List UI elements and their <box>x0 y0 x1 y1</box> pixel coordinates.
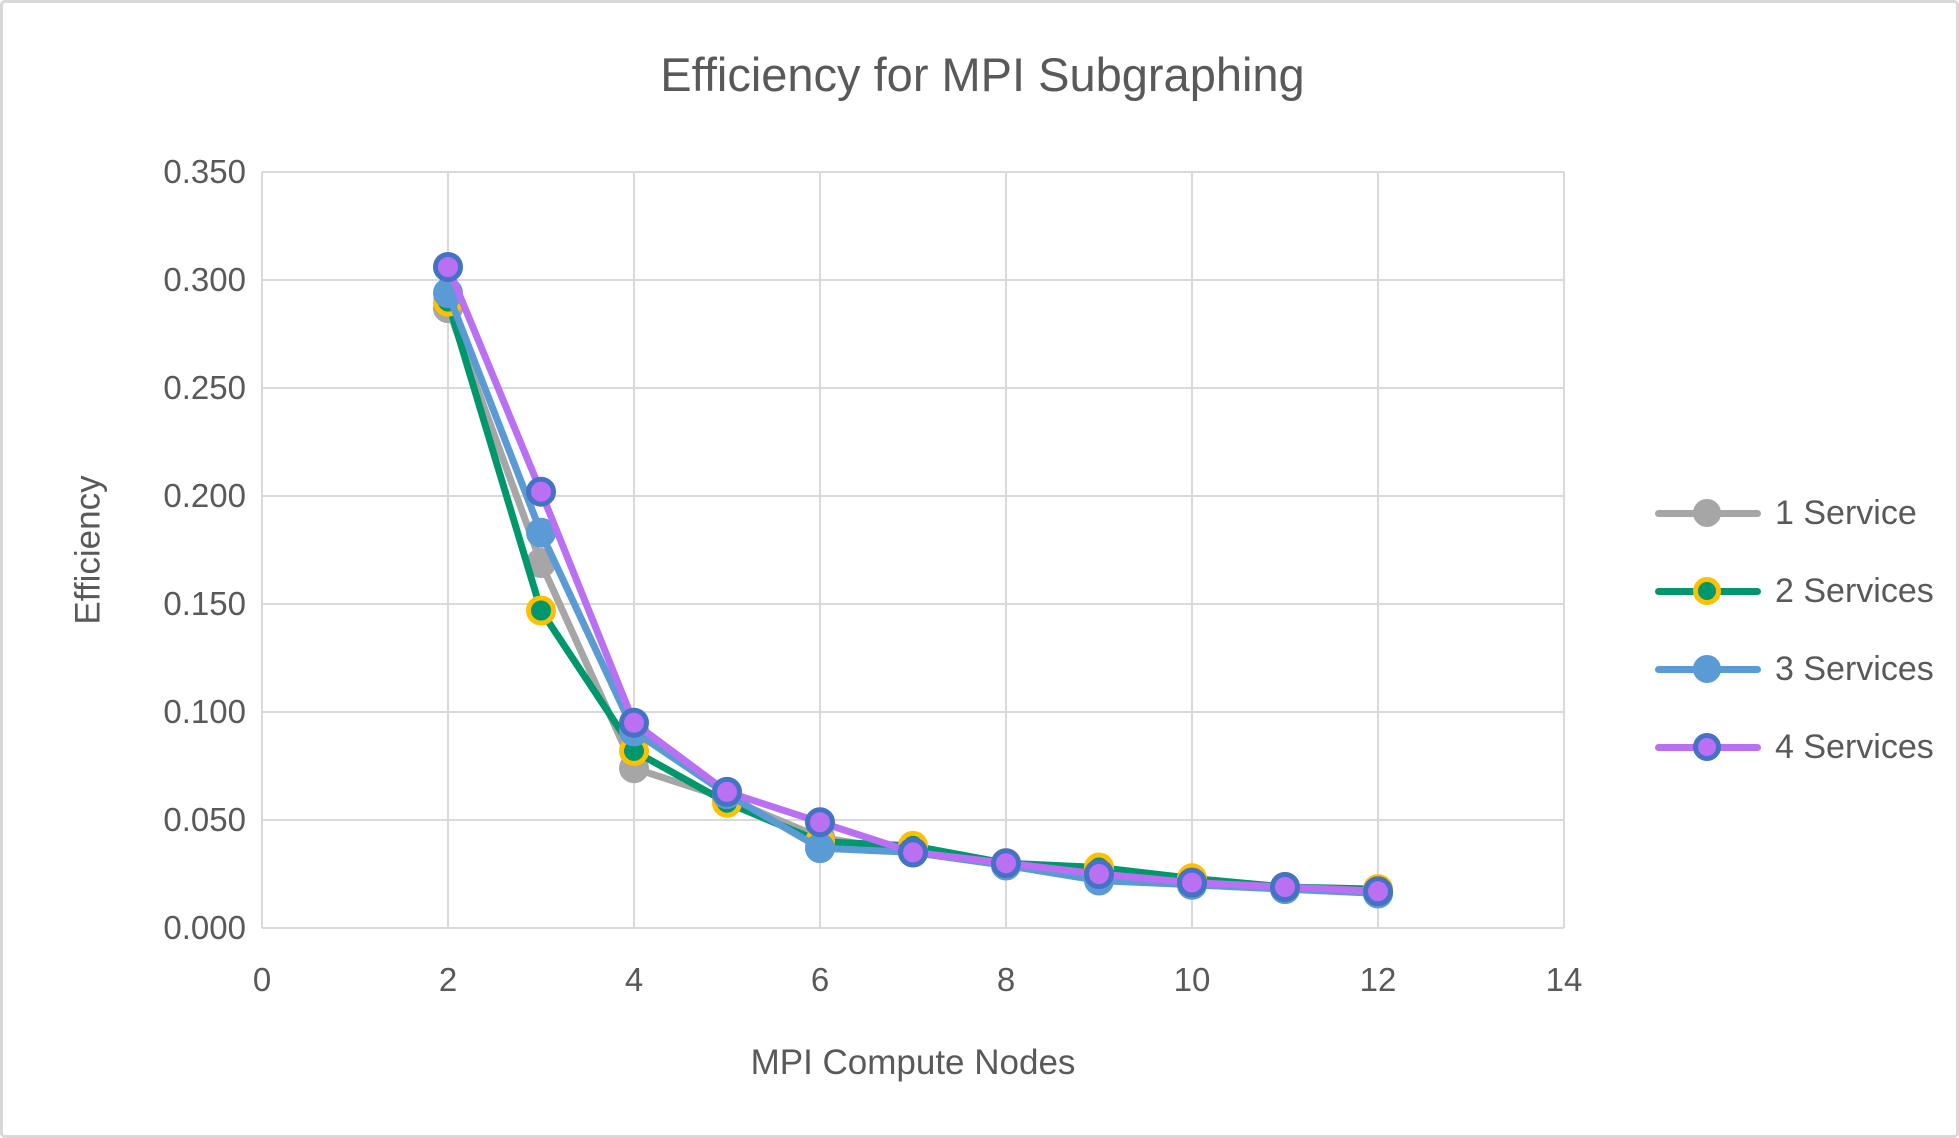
data-point-marker <box>1363 876 1393 907</box>
series-line <box>444 298 1382 893</box>
legend-label: 4 Services <box>1775 727 1934 766</box>
legend-label: 2 Services <box>1775 571 1934 610</box>
data-point-marker <box>526 476 556 507</box>
data-point-marker <box>1084 859 1114 889</box>
legend-marker-icon <box>1693 499 1721 527</box>
data-point-marker <box>805 833 835 864</box>
x-tick-label: 8 <box>997 961 1015 998</box>
plot-area: 0.000 0.050 0.100 0.150 0.200 0.250 0.300 0.350… <box>163 153 1582 998</box>
legend-item-2-services: 2 Services <box>1655 552 1934 630</box>
y-tick-label: 0.350 <box>163 153 246 190</box>
legend-label: 3 Services <box>1775 649 1934 688</box>
chart-title: Efficiency for MPI Subgraphing <box>660 48 1305 101</box>
legend-marker-icon <box>1693 655 1721 683</box>
y-tick-label: 0.200 <box>163 477 246 514</box>
legend-marker-icon <box>1693 577 1721 605</box>
y-tick-label: 0.000 <box>163 909 246 946</box>
series-4-services <box>433 252 1393 907</box>
x-tick-label: 0 <box>253 961 271 998</box>
x-tick-label: 12 <box>1360 961 1397 998</box>
data-point-marker <box>1270 872 1300 902</box>
x-tick-label: 10 <box>1174 961 1211 998</box>
data-point-marker <box>433 252 463 282</box>
y-tick-label: 0.100 <box>163 693 246 730</box>
data-point-marker <box>619 707 649 738</box>
legend: 1 Service 2 Services 3 Services 4 Servic… <box>1655 474 1934 786</box>
x-tick-label: 2 <box>439 961 457 998</box>
tick-labels: 0.000 0.050 0.100 0.150 0.200 0.250 0.300 0.350… <box>163 153 1582 998</box>
y-tick-label: 0.300 <box>163 261 246 298</box>
data-point-marker <box>526 517 556 548</box>
series-line <box>444 289 1382 897</box>
data-point-marker <box>991 848 1021 879</box>
series-2-services <box>433 286 1393 905</box>
y-tick-label: 0.050 <box>163 801 246 838</box>
legend-marker-icon <box>1693 733 1721 761</box>
gridlines <box>261 171 1565 929</box>
legend-label: 1 Service <box>1775 493 1917 532</box>
y-axis-title-text: Efficiency <box>69 475 108 625</box>
y-tick-label: 0.250 <box>163 369 246 406</box>
series-line <box>444 263 1382 895</box>
legend-swatch-0 <box>1655 498 1761 528</box>
legend-item-4-services: 4 Services <box>1655 708 1934 786</box>
y-tick-label: 0.150 <box>163 585 246 622</box>
data-point-marker <box>805 807 835 838</box>
legend-item-1-service: 1 Service <box>1655 474 1934 552</box>
x-tick-label: 4 <box>625 961 643 998</box>
data-point-marker <box>526 595 556 626</box>
data-point-marker <box>1177 867 1207 898</box>
x-tick-label: 6 <box>811 961 829 998</box>
x-tick-label: 14 <box>1546 961 1583 998</box>
data-point-marker <box>898 837 928 868</box>
legend-swatch-1 <box>1655 576 1761 606</box>
data-point-marker <box>712 776 742 807</box>
legend-swatch-2 <box>1655 654 1761 684</box>
x-axis-title: MPI Compute Nodes <box>750 1043 1076 1082</box>
legend-item-3-services: 3 Services <box>1655 630 1934 708</box>
legend-swatch-3 <box>1655 732 1761 762</box>
